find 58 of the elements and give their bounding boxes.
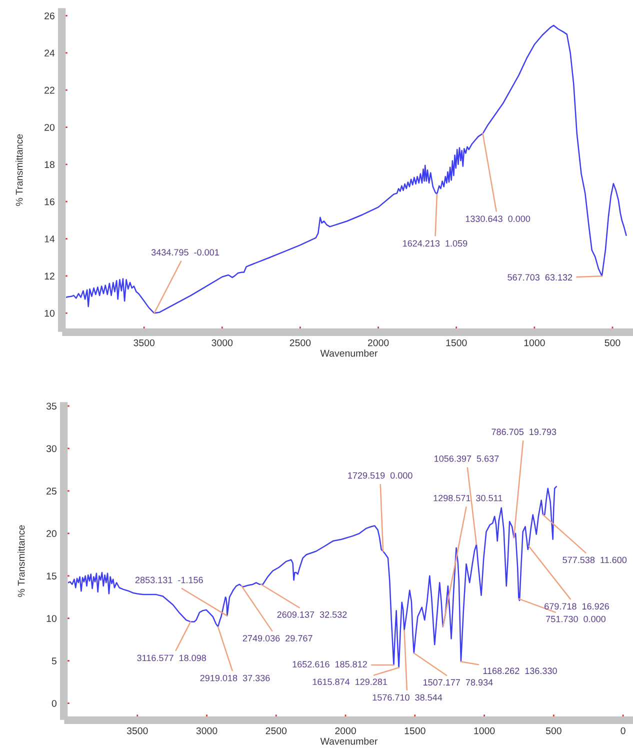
y-tick-label: 14 xyxy=(44,236,55,242)
annotation: 577.538 11.600 xyxy=(562,556,627,564)
y-tick-label: 15 xyxy=(46,572,56,580)
annotation: 1729.519 0.000 xyxy=(348,472,412,479)
x-tick-label: 2000 xyxy=(368,339,389,346)
y-tick-label: 0 xyxy=(52,700,57,707)
y-tick-label: 16 xyxy=(44,198,54,206)
annotation: 2919.018 37.336 xyxy=(200,674,270,682)
y-tick-label: 30 xyxy=(46,445,57,452)
x-tick-label: 3500 xyxy=(126,727,148,734)
annotation: 2853.131 -1.156 xyxy=(135,576,203,584)
x-tick-label: 3000 xyxy=(212,339,233,346)
annotation: 3434.795 -0.001 xyxy=(151,249,219,256)
annotation: 1168.262 136.330 xyxy=(483,668,557,674)
y-tick-label: 10 xyxy=(46,615,57,622)
line-series xyxy=(66,24,627,314)
y-tick-label: 24 xyxy=(44,50,55,56)
x-tick-label: 3000 xyxy=(196,727,218,734)
x-axis-title: Wavenumber xyxy=(320,738,378,745)
x-tick-label: 500 xyxy=(604,339,620,346)
y-axis-title: % Transmittance xyxy=(18,525,25,597)
annotation: 2609.137 32.532 xyxy=(277,611,347,618)
x-tick-label: 2500 xyxy=(290,339,311,346)
y-tick-label: 5 xyxy=(52,658,56,664)
annotation: 1624.213 1.059 xyxy=(403,240,468,247)
x-tick-label: 500 xyxy=(546,727,562,734)
annotation: 1330.643 0.000 xyxy=(466,216,530,222)
x-axis-title: Wavenumber xyxy=(320,350,378,357)
annotation: 1615.874 129.281 xyxy=(312,678,388,686)
x-tick-label: 1500 xyxy=(404,727,426,734)
y-tick-label: 10 xyxy=(44,310,55,317)
annotation: 1507.177 78.934 xyxy=(423,679,493,686)
annotation: 3116.577 18.098 xyxy=(137,654,206,662)
annotation: 1652.616 185.812 xyxy=(292,661,367,668)
x-tick-label: 1500 xyxy=(446,339,467,346)
x-tick-label: 1000 xyxy=(474,727,495,734)
y-tick-label: 22 xyxy=(44,86,54,94)
annotation: 1298.571 30.511 xyxy=(434,494,502,502)
annotation: 2749.036 29.767 xyxy=(242,635,312,642)
annotation: 679.718 16.926 xyxy=(544,603,609,610)
annotation: 567.703 63.132 xyxy=(508,274,572,281)
x-tick-label: 2500 xyxy=(266,727,287,734)
y-tick-label: 20 xyxy=(44,124,55,131)
annotation: 751.730 0.000 xyxy=(546,616,606,622)
x-tick-label: 1000 xyxy=(524,339,545,346)
y-tick-label: 25 xyxy=(46,488,56,495)
y-tick-label: 26 xyxy=(44,12,54,20)
annotation: 1576.710 38.544 xyxy=(372,694,442,701)
y-tick-label: 20 xyxy=(46,530,57,538)
y-tick-label: 18 xyxy=(44,161,54,168)
annotation: 1056.397 5.637 xyxy=(434,455,499,462)
x-tick-label: 0 xyxy=(620,727,626,734)
x-tick-label: 2000 xyxy=(335,727,356,734)
y-axis-title: % Transmittance xyxy=(16,134,23,206)
x-tick-label: 3500 xyxy=(134,339,155,346)
y-tick-label: 35 xyxy=(46,402,56,410)
y-tick-label: 12 xyxy=(44,272,54,280)
annotation: 786.705 19.793 xyxy=(492,428,556,436)
